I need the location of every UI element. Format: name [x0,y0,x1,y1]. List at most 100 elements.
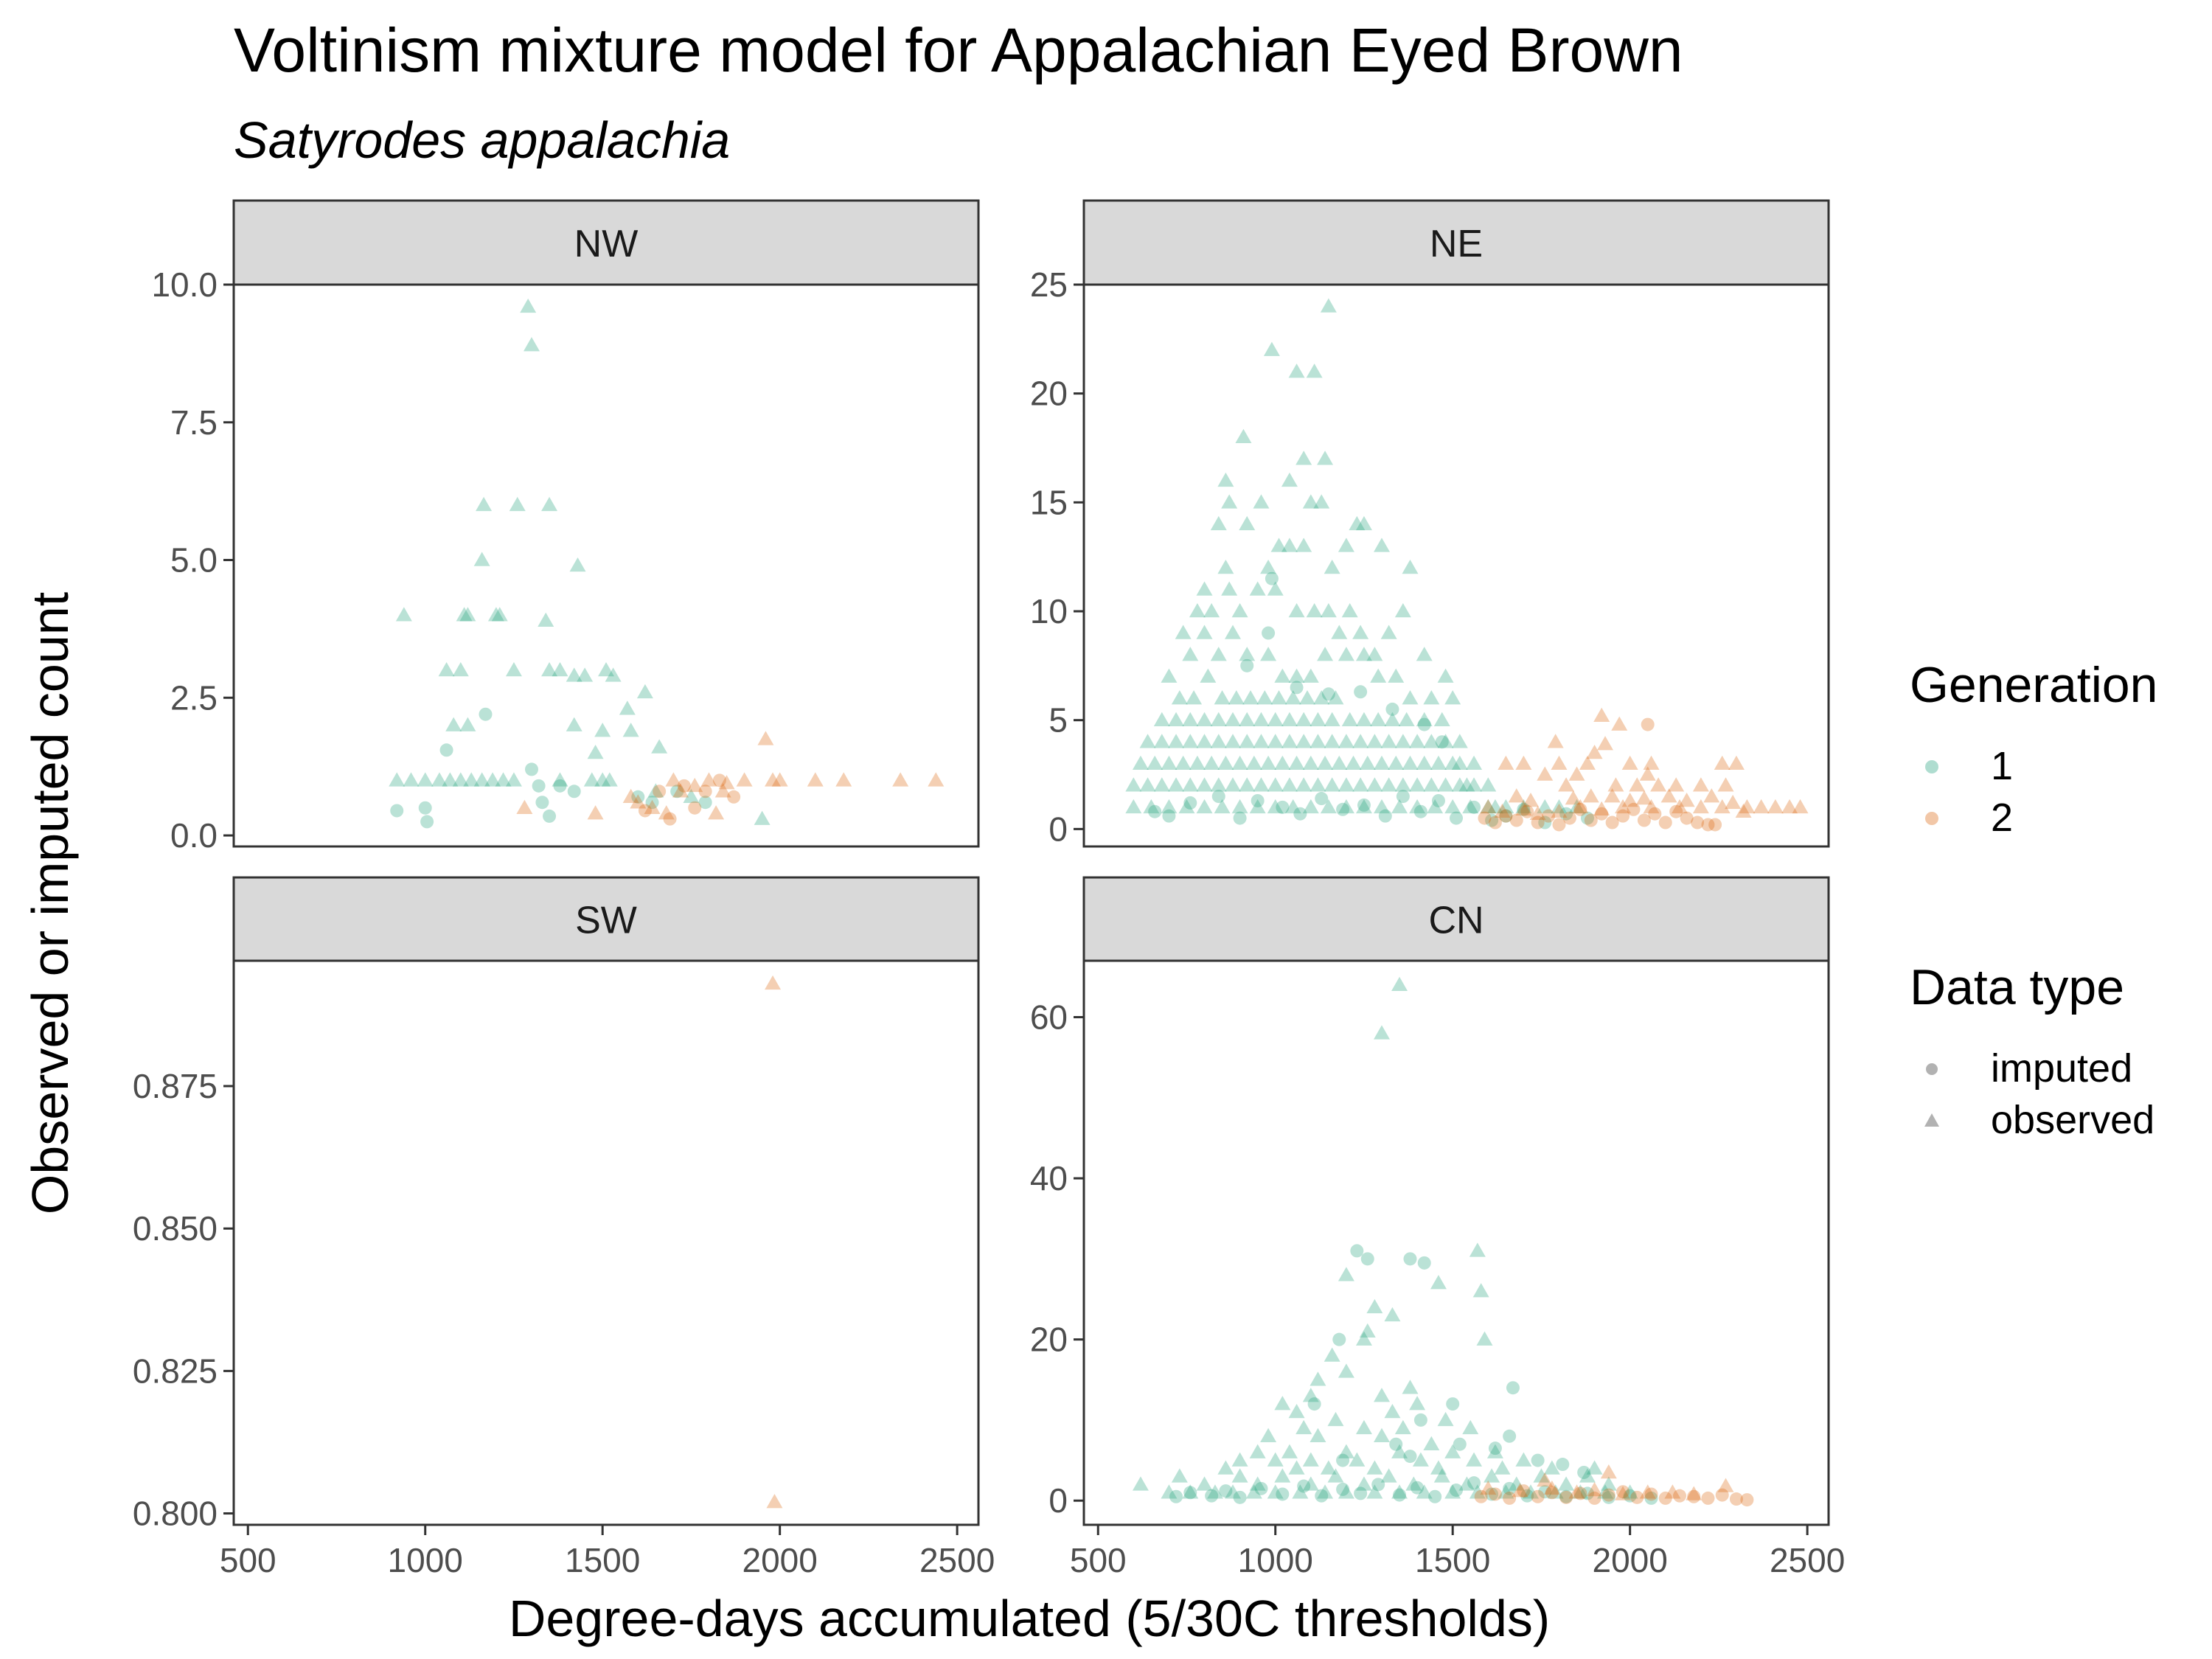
point-imputed-gen1 [525,762,538,776]
point-observed-gen1 [1523,1484,1539,1499]
point-observed-gen1 [442,772,459,787]
point-imputed-gen1 [1354,685,1368,699]
point-observed-gen2 [1739,799,1756,814]
strip-ne [1082,199,1830,286]
point-observed-gen1 [459,717,476,731]
y-tick-label: 10.0 [151,265,218,304]
point-observed-gen1 [1352,777,1369,792]
point-observed-gen2 [1735,803,1752,818]
point-observed-gen1 [1430,1275,1447,1290]
point-observed-gen2 [1615,799,1632,814]
point-imputed-gen1 [1411,1481,1425,1495]
point-observed-gen1 [473,552,490,566]
point-observed-gen1 [1537,799,1554,814]
point-imputed-gen2 [1573,802,1587,816]
point-observed-gen1 [509,496,526,512]
point-observed-gen2 [1621,755,1638,771]
point-observed-gen2 [686,777,703,793]
point-observed-gen1 [1391,1444,1408,1458]
point-observed-gen1 [1317,1484,1334,1499]
point-imputed-gen1 [553,779,567,793]
point-imputed-gen1 [1467,800,1481,814]
point-observed-gen1 [1256,690,1273,705]
point-imputed-gen1 [1307,1397,1321,1411]
point-observed-gen1 [1437,1411,1454,1427]
point-observed-gen1 [1515,799,1532,814]
point-observed-gen1 [1380,734,1397,748]
point-observed-gen1 [1338,1444,1354,1458]
legend-key-imputed [1926,1063,1938,1075]
point-imputed-gen1 [1580,811,1594,825]
point-observed-gen1 [1327,1468,1344,1483]
point-observed-gen1 [1370,712,1387,726]
point-observed-gen1 [1210,515,1227,531]
point-observed-gen1 [1310,1371,1326,1386]
point-imputed-gen2 [1542,809,1556,823]
point-observed-gen1 [1196,1476,1213,1491]
point-observed-gen1 [1153,777,1170,792]
point-observed-gen1 [1231,1468,1248,1483]
point-imputed-gen2 [1701,818,1715,832]
point-observed-gen1 [1253,494,1270,509]
point-observed-gen2 [1714,755,1731,771]
point-imputed-gen1 [1371,1478,1385,1492]
point-observed-gen1 [1267,712,1284,726]
point-observed-gen1 [601,772,618,787]
point-observed-gen1 [431,772,448,787]
point-observed-gen1 [1384,1307,1401,1322]
point-observed-gen1 [1480,777,1497,792]
point-observed-gen1 [1597,1484,1613,1499]
point-observed-gen1 [1366,1460,1383,1475]
point-observed-gen1 [1302,1476,1319,1491]
point-observed-gen2 [892,772,909,787]
point-observed-gen1 [1178,799,1195,814]
point-observed-gen2 [736,772,753,787]
point-observed-gen1 [491,607,508,622]
point-imputed-gen2 [1627,802,1641,816]
y-tick-label: 0.800 [133,1495,218,1533]
point-observed-gen1 [1239,777,1256,792]
point-observed-gen1 [1225,712,1241,726]
point-observed-gen1 [1355,1331,1372,1346]
point-observed-gen1 [1225,777,1241,792]
point-observed-gen1 [1143,799,1160,814]
point-observed-gen1 [1310,712,1326,726]
point-observed-gen1 [1409,799,1426,814]
point-observed-gen1 [1260,647,1277,661]
x-tick-label: 2500 [919,1541,995,1579]
point-observed-gen1 [552,661,568,677]
point-observed-gen1 [1324,712,1340,726]
point-observed-gen1 [1267,1484,1284,1499]
strip-sw [232,876,980,962]
point-observed-gen1 [1153,734,1170,748]
point-observed-gen2 [1597,736,1613,751]
point-observed-gen2 [1753,799,1770,814]
point-observed-gen1 [1498,799,1514,814]
point-observed-gen1 [1175,625,1192,639]
point-observed-gen1 [1288,603,1305,618]
point-observed-gen1 [1394,734,1411,748]
point-observed-gen1 [1125,799,1142,814]
point-observed-gen1 [1196,625,1213,639]
point-observed-gen1 [1281,734,1298,748]
point-imputed-gen2 [1701,1491,1715,1505]
point-observed-gen1 [395,607,412,622]
point-observed-gen1 [1125,777,1142,792]
point-imputed-gen2 [1573,1486,1587,1500]
point-imputed-gen1 [1240,658,1254,672]
point-observed-gen1 [1533,1468,1550,1483]
chart-title: Voltinism mixture model for Appalachian … [234,15,1683,85]
point-observed-gen1 [1437,777,1454,792]
point-observed-gen1 [1586,1460,1603,1475]
legend-label-imputed: imputed [1991,1046,2133,1091]
point-observed-gen1 [1349,515,1366,531]
point-imputed-gen2 [1478,811,1492,825]
point-observed-gen1 [1472,1283,1489,1298]
point-imputed-gen2 [698,785,712,799]
point-imputed-gen2 [1630,1490,1644,1504]
panel-frame-nw [232,283,980,848]
y-tick-label: 0 [1048,1481,1068,1520]
point-observed-gen1 [1402,755,1419,771]
point-imputed-gen1 [1389,1437,1403,1451]
point-observed-gen2 [1660,788,1677,803]
